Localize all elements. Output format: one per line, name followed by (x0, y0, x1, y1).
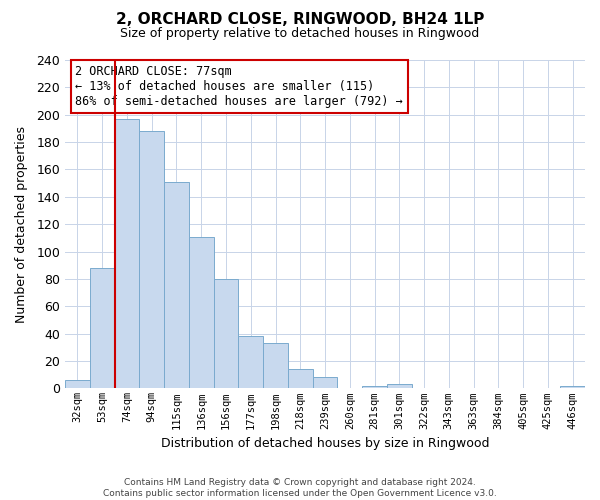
Bar (288, 369, 313, 388)
Bar (238, 336, 263, 388)
Text: Contains HM Land Registry data © Crown copyright and database right 2024.
Contai: Contains HM Land Registry data © Crown c… (103, 478, 497, 498)
Bar (387, 384, 412, 388)
Bar (164, 182, 189, 388)
Bar (560, 386, 585, 388)
Text: 2, ORCHARD CLOSE, RINGWOOD, BH24 1LP: 2, ORCHARD CLOSE, RINGWOOD, BH24 1LP (116, 12, 484, 28)
Y-axis label: Number of detached properties: Number of detached properties (15, 126, 28, 322)
Bar (313, 378, 337, 388)
Bar (362, 386, 387, 388)
Bar (139, 131, 164, 388)
Bar (90, 268, 115, 388)
Text: 2 ORCHARD CLOSE: 77sqm
← 13% of detached houses are smaller (115)
86% of semi-de: 2 ORCHARD CLOSE: 77sqm ← 13% of detached… (76, 65, 403, 108)
Bar (214, 279, 238, 388)
Text: Size of property relative to detached houses in Ringwood: Size of property relative to detached ho… (121, 28, 479, 40)
Bar (189, 236, 214, 388)
Bar (263, 343, 288, 388)
X-axis label: Distribution of detached houses by size in Ringwood: Distribution of detached houses by size … (161, 437, 489, 450)
Bar (65, 380, 90, 388)
Bar (115, 119, 139, 388)
